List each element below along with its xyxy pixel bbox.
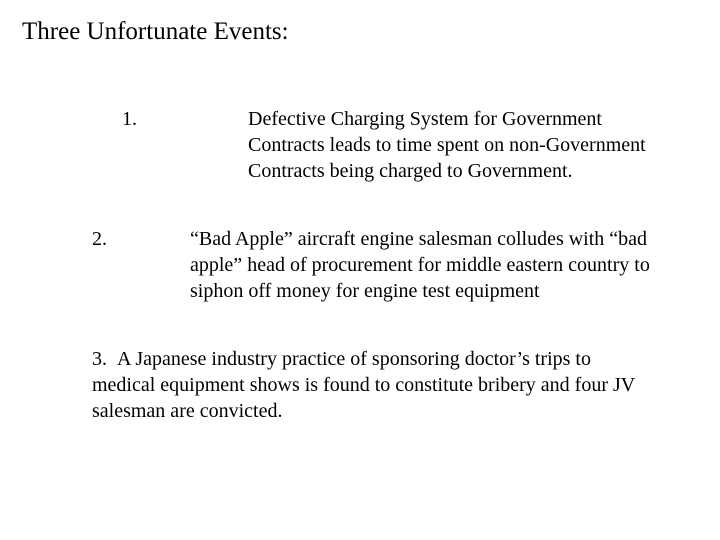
item-text: “Bad Apple” aircraft engine salesman col… (190, 226, 650, 304)
item-number: 3. (92, 348, 107, 370)
item-text: A Japanese industry practice of sponsori… (92, 348, 635, 422)
list-item: 2. “Bad Apple” aircraft engine salesman … (92, 226, 700, 304)
list-item: 3. A Japanese industry practice of spons… (92, 346, 700, 424)
item-text: Defective Charging System for Government… (248, 106, 650, 184)
item-number: 2. (92, 226, 116, 252)
item-number: 1. (122, 106, 146, 132)
list-item: 1. Defective Charging System for Governm… (122, 106, 700, 184)
slide-title: Three Unfortunate Events: (22, 18, 700, 46)
